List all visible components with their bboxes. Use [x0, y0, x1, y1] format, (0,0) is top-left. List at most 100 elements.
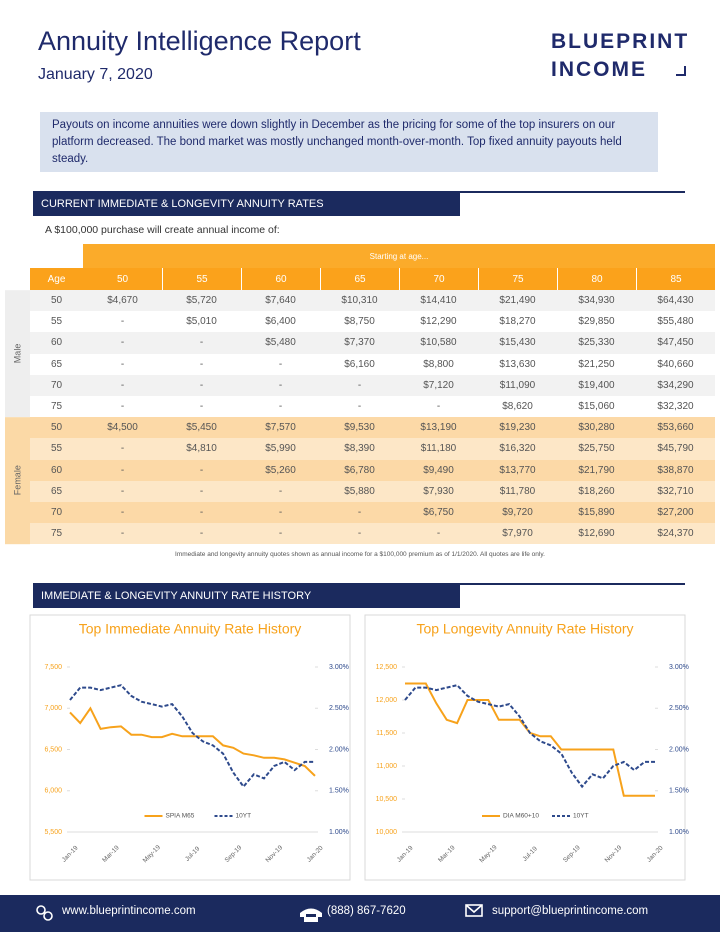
table-cell: $19,230: [478, 417, 557, 439]
table-cell: $6,400: [241, 311, 320, 333]
charts: Top Immediate Annuity Rate History 5,500 6…: [29, 614, 689, 881]
x-tick-label: May-19: [478, 844, 499, 865]
table-cell: 75: [30, 396, 83, 418]
x-tick-label: Jul-19: [184, 845, 202, 863]
table-cell: -: [241, 480, 320, 502]
table-cell: -: [162, 480, 241, 502]
column-header: 55: [162, 268, 241, 290]
table-cell: $21,790: [557, 459, 636, 481]
report-date: January 7, 2020: [38, 66, 153, 83]
table-cell: $15,890: [557, 502, 636, 524]
table-cell: $21,490: [478, 290, 557, 312]
table-cell: $6,160: [320, 353, 399, 375]
table-cell: -: [162, 374, 241, 396]
y2-tick-label: 2.00%: [329, 746, 349, 753]
logo-line: BLUEPRINT: [551, 30, 690, 53]
table-cell: $13,770: [478, 459, 557, 481]
table-cell: $11,780: [478, 480, 557, 502]
column-header: 75: [478, 268, 557, 290]
table-cell: $8,390: [320, 438, 399, 460]
y2-tick-label: 1.00%: [669, 829, 689, 836]
table-cell: 70: [30, 502, 83, 524]
logo-mark: [676, 66, 686, 76]
chart-frame: [29, 614, 351, 881]
table-cell: $9,530: [320, 417, 399, 439]
column-header: 50: [83, 268, 162, 290]
table-cell: -: [320, 523, 399, 545]
table-cell: -: [241, 502, 320, 524]
table-cell: $32,320: [636, 396, 715, 418]
table-cell: 65: [30, 480, 83, 502]
logo-line: INCOME: [551, 58, 647, 81]
y2-tick-label: 1.00%: [329, 829, 349, 836]
table-cell: 55: [30, 438, 83, 460]
table-cell: $30,280: [557, 417, 636, 439]
table-cell: 60: [30, 332, 83, 354]
table-cell: -: [83, 459, 162, 481]
table-cell: $7,970: [478, 523, 557, 545]
table-cell: $25,750: [557, 438, 636, 460]
table-cell: $7,930: [399, 480, 478, 502]
table-cell: $18,270: [478, 311, 557, 333]
group-label: Male: [5, 290, 30, 418]
table-cell: $29,850: [557, 311, 636, 333]
x-tick-label: Nov-19: [604, 844, 624, 864]
table-cell: $9,720: [478, 502, 557, 524]
table-cell: $6,750: [399, 502, 478, 524]
table-cell: $5,260: [241, 459, 320, 481]
table-cell: $11,090: [478, 374, 557, 396]
footer-phone[interactable]: (888) 867-7620: [327, 905, 406, 917]
table-cell: -: [83, 332, 162, 354]
table-cell: $15,430: [478, 332, 557, 354]
column-header: 85: [636, 268, 715, 290]
table-cell: $7,370: [320, 332, 399, 354]
footer-web[interactable]: www.blueprintincome.com: [62, 905, 196, 917]
table-cell: $13,190: [399, 417, 478, 439]
y2-tick-label: 3.00%: [329, 664, 349, 671]
table-cell: $16,320: [478, 438, 557, 460]
table-cell: 55: [30, 311, 83, 333]
table-cell: $5,480: [241, 332, 320, 354]
table-cell: -: [241, 374, 320, 396]
table-cell: $7,570: [241, 417, 320, 439]
x-tick-label: Mar-19: [437, 844, 457, 864]
y2-tick-label: 2.50%: [669, 705, 689, 712]
table-cell: $8,800: [399, 353, 478, 375]
table-cell: $6,780: [320, 459, 399, 481]
series-line: [404, 684, 655, 789]
series-line: [405, 682, 655, 797]
y-tick-label: 7,000: [44, 705, 62, 712]
table-cell: $27,200: [636, 502, 715, 524]
table-cell: $14,410: [399, 290, 478, 312]
y2-tick-label: 3.00%: [669, 664, 689, 671]
table-cell: 60: [30, 459, 83, 481]
section-title: CURRENT IMMEDIATE & LONGEVITY ANNUITY RA…: [33, 193, 460, 216]
table-cell: $10,310: [320, 290, 399, 312]
section-rule: [33, 583, 685, 585]
table-cell: -: [320, 396, 399, 418]
legend-label: 10YT: [573, 813, 589, 820]
y2-tick-label: 1.50%: [329, 788, 349, 795]
table-cell: -: [320, 374, 399, 396]
footer-email[interactable]: support@blueprintincome.com: [492, 905, 649, 917]
table-cell: -: [241, 396, 320, 418]
table-cell: -: [399, 523, 478, 545]
table-cell: $7,120: [399, 374, 478, 396]
table-cell: $21,250: [557, 353, 636, 375]
table-cell: 50: [30, 290, 83, 312]
y-tick-label: 11,500: [376, 730, 397, 737]
table-cell: $45,790: [636, 438, 715, 460]
table-cell: $32,710: [636, 480, 715, 502]
table-cell: $40,660: [636, 353, 715, 375]
y-tick-label: 12,500: [376, 664, 398, 671]
footer-icons: [36, 904, 483, 922]
table-cell: $13,630: [478, 353, 557, 375]
x-tick-label: Sep-19: [224, 844, 244, 864]
x-tick-label: May-19: [142, 844, 163, 865]
table-cell: $9,490: [399, 459, 478, 481]
table-cell: -: [162, 353, 241, 375]
x-tick-label: Jan-20: [646, 844, 665, 863]
table-cell: $5,720: [162, 290, 241, 312]
table-cell: -: [399, 396, 478, 418]
series-line: [69, 706, 316, 777]
